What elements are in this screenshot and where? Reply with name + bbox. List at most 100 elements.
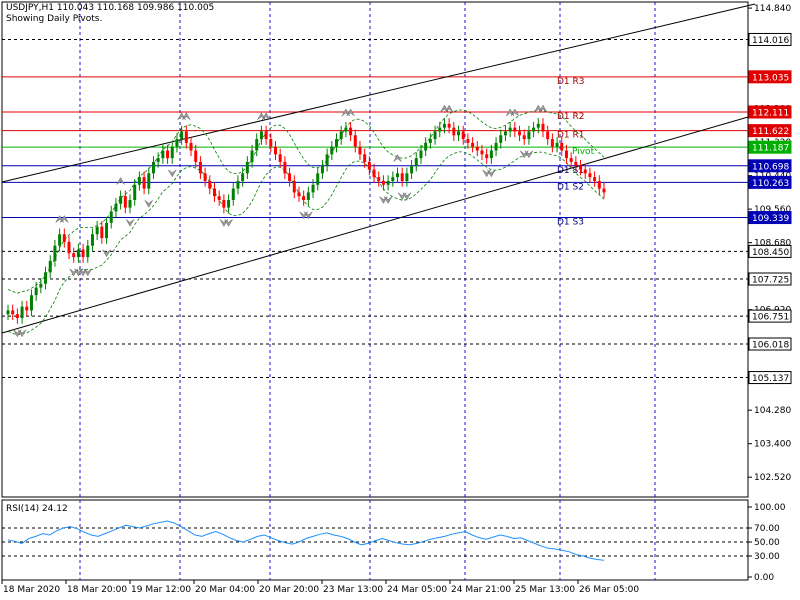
candle-body — [105, 222, 109, 239]
candle-body — [109, 211, 113, 223]
candle-body — [53, 245, 57, 261]
y-tick-label: 109.560 — [754, 205, 791, 215]
pivot-level-name: D1 R1 — [557, 131, 585, 141]
pivot-level-name: D1 R2 — [557, 112, 585, 122]
candle-body — [424, 142, 428, 151]
fractal-down-arrow — [224, 219, 233, 227]
candle-body — [72, 253, 76, 258]
y-tick-label: 108.680 — [754, 239, 791, 249]
candle-body — [442, 123, 446, 128]
candle-body — [119, 196, 123, 204]
chart-header-subtitle: Showing Daily Pivots. — [6, 14, 103, 24]
candle-body — [386, 180, 390, 185]
candle-body — [344, 127, 348, 132]
candle-body — [503, 131, 507, 136]
fractal-down-arrow — [83, 268, 92, 277]
candle-body — [283, 161, 287, 174]
candle-body — [405, 173, 409, 181]
candle-body — [227, 200, 231, 208]
y-tick-label: 102.520 — [754, 473, 791, 483]
candle-body — [513, 127, 517, 132]
y-tick-label: 114.840 — [754, 4, 791, 14]
rsi-y-tick-label: 50.00 — [754, 538, 780, 548]
candle-body — [564, 150, 568, 159]
candle-body — [114, 203, 118, 212]
pivot-price-label: 111.622 — [752, 127, 789, 137]
x-tick-label: 24 Mar 05:00 — [387, 585, 447, 595]
candle-body — [457, 131, 461, 136]
candle-body — [400, 173, 404, 181]
fractal-down-arrow — [125, 219, 135, 227]
fractal-down-arrow — [168, 169, 177, 178]
candle-body — [180, 131, 184, 140]
candle-body — [574, 161, 578, 166]
candle-body — [203, 173, 207, 181]
fractal-down-arrow — [102, 249, 111, 258]
candle-body — [198, 161, 202, 174]
candle-body — [217, 196, 221, 200]
candle-body — [508, 127, 512, 132]
candle-body — [292, 180, 296, 193]
candle-body — [123, 196, 127, 208]
candle-body — [588, 173, 592, 178]
candle-body — [76, 249, 80, 258]
candle-body — [62, 234, 66, 242]
candle-body — [166, 150, 170, 159]
fractal-up-arrow — [182, 112, 191, 120]
channel-lower-line — [1, 114, 756, 334]
candle-body — [353, 135, 357, 147]
fractal-up-arrow — [60, 215, 69, 223]
candle-body — [471, 142, 475, 147]
candle-body — [6, 310, 10, 315]
candle-body — [250, 150, 254, 162]
fractal-up-arrow — [444, 104, 454, 113]
x-tick-label: 18 Mar 2020 — [3, 585, 60, 595]
candle-body — [579, 165, 583, 170]
candle-body — [156, 158, 160, 162]
fractal-up-arrow — [116, 176, 125, 185]
price-label-box — [748, 272, 792, 286]
candle-body — [212, 188, 216, 197]
price-label-box — [748, 32, 792, 46]
fractal-down-arrow — [17, 329, 27, 338]
y-tick-label: 103.400 — [754, 440, 791, 450]
candle-body — [25, 306, 29, 311]
candle-body — [396, 173, 400, 178]
pivot-price-label: 111.187 — [752, 144, 789, 154]
candle-body — [194, 150, 198, 162]
fractal-down-arrow — [144, 200, 154, 208]
rsi-y-tick-label: 70.00 — [754, 524, 780, 534]
fractal-down-arrow — [383, 196, 393, 204]
fractal-down-arrow — [487, 169, 496, 178]
candle-body — [480, 150, 484, 155]
fractal-up-arrow — [538, 104, 548, 113]
price-label: 106.751 — [752, 313, 789, 323]
price-label: 107.725 — [752, 276, 789, 286]
candle-body — [381, 180, 385, 185]
upper-envelope-band — [7, 109, 605, 294]
rsi-line — [7, 520, 605, 561]
candle-body — [428, 139, 432, 143]
candle-body — [264, 131, 268, 140]
price-label-box — [748, 337, 792, 351]
chart-header-symbol: USDJPY,H1 110.043 110.168 109.986 110.00… — [6, 3, 215, 13]
pivot-price-label: 110.698 — [752, 162, 789, 172]
candle-body — [147, 173, 151, 189]
pivot-level-name: Pivot — [572, 147, 595, 157]
candle-body — [29, 295, 33, 311]
candle-body — [58, 234, 62, 246]
candle-body — [377, 177, 381, 181]
candle-body — [602, 188, 606, 193]
channel-upper-line — [1, 3, 756, 183]
candle-body — [151, 161, 155, 174]
candle-body — [34, 287, 38, 296]
x-tick-label: 24 Mar 21:00 — [451, 585, 511, 595]
x-tick-label: 18 Mar 20:00 — [67, 585, 127, 595]
rsi-y-tick-label: 30.00 — [754, 552, 780, 562]
x-tick-label: 19 Mar 12:00 — [131, 585, 191, 595]
candle-body — [269, 139, 273, 147]
rsi-title: RSI(14) 24.12 — [6, 504, 68, 514]
fractal-down-arrow — [524, 150, 534, 159]
candle-body — [466, 139, 470, 143]
